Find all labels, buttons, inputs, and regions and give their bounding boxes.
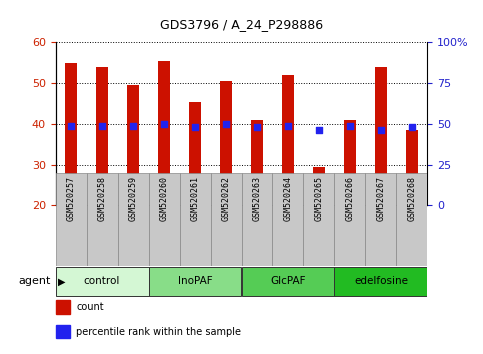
Bar [158, 61, 170, 205]
Text: GSM520268: GSM520268 [408, 176, 416, 221]
Text: agent: agent [18, 276, 51, 286]
Text: GSM520263: GSM520263 [253, 176, 261, 221]
Text: percentile rank within the sample: percentile rank within the sample [76, 326, 241, 337]
Bar [56, 300, 71, 314]
Text: GSM520261: GSM520261 [190, 176, 199, 221]
Text: GSM520257: GSM520257 [67, 176, 75, 221]
Text: edelfosine: edelfosine [354, 276, 408, 286]
Text: control: control [84, 276, 120, 286]
Bar [375, 67, 387, 205]
Bar [220, 81, 232, 205]
Bar [65, 63, 77, 205]
Bar [86, 173, 117, 266]
Text: GSM520264: GSM520264 [284, 176, 293, 221]
Point [377, 127, 385, 133]
Point [160, 121, 168, 127]
Text: GSM520265: GSM520265 [314, 176, 324, 221]
Point [408, 124, 416, 130]
Bar [406, 130, 418, 205]
Bar [251, 120, 263, 205]
Bar [242, 267, 334, 296]
Bar [180, 173, 211, 266]
Bar [313, 167, 325, 205]
Bar [282, 75, 294, 205]
Bar [344, 120, 356, 205]
Bar [127, 85, 139, 205]
Point [284, 123, 292, 129]
Bar [149, 173, 180, 266]
Text: InoPAF: InoPAF [178, 276, 213, 286]
Text: GSM520267: GSM520267 [376, 176, 385, 221]
Bar [366, 173, 397, 266]
Text: GlcPAF: GlcPAF [270, 276, 306, 286]
Bar [56, 267, 149, 296]
Text: GSM520259: GSM520259 [128, 176, 138, 221]
Point [222, 121, 230, 127]
Point [67, 123, 75, 129]
Bar [117, 173, 149, 266]
Text: GSM520262: GSM520262 [222, 176, 230, 221]
Bar [334, 267, 427, 296]
Bar [211, 173, 242, 266]
Point [129, 123, 137, 129]
Text: count: count [76, 302, 104, 312]
Bar [334, 173, 366, 266]
Text: GSM520266: GSM520266 [345, 176, 355, 221]
Point [253, 124, 261, 130]
Point [346, 123, 354, 129]
Point [191, 124, 199, 130]
Bar [56, 325, 71, 338]
Text: GSM520258: GSM520258 [98, 176, 107, 221]
Point [315, 127, 323, 133]
Bar [272, 173, 303, 266]
Bar [149, 267, 242, 296]
Bar [303, 173, 334, 266]
Bar [56, 173, 86, 266]
Bar [242, 173, 272, 266]
Bar [189, 102, 201, 205]
Text: GSM520260: GSM520260 [159, 176, 169, 221]
Point [98, 123, 106, 129]
Bar [96, 67, 108, 205]
Text: ▶: ▶ [58, 276, 66, 286]
Text: GDS3796 / A_24_P298886: GDS3796 / A_24_P298886 [160, 18, 323, 31]
Bar [397, 173, 427, 266]
